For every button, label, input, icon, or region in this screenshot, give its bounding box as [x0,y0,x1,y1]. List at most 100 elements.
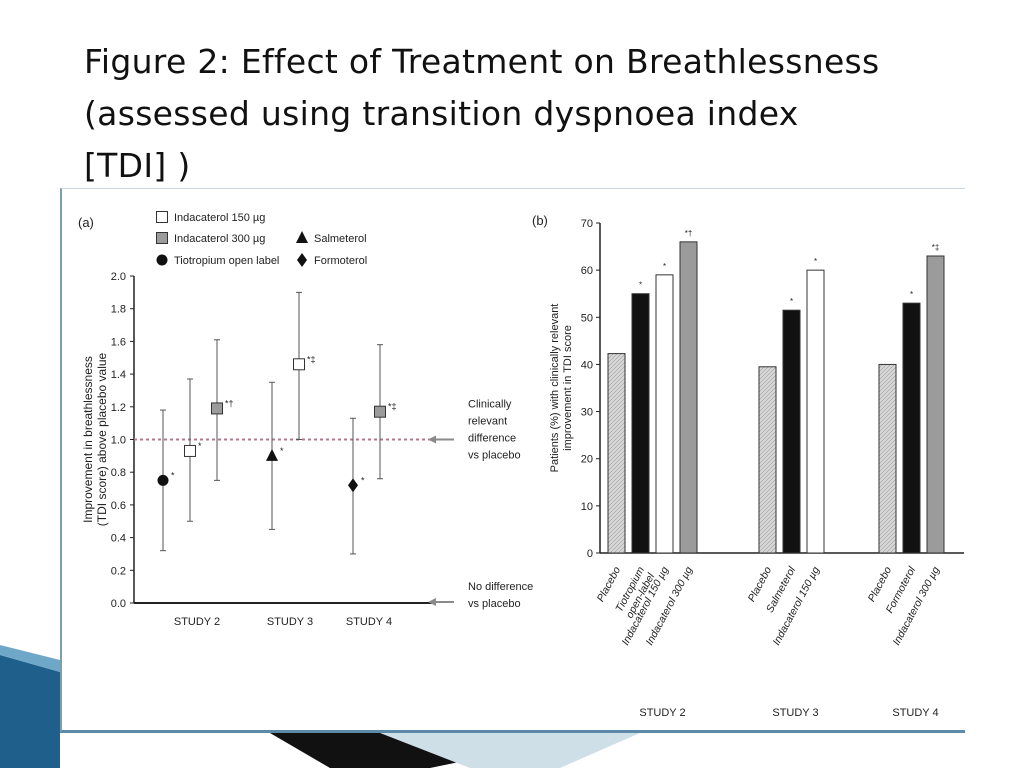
point-annotation: *‡ [307,354,316,364]
reference-label: difference [468,433,516,445]
y-tick-label-a: 1.0 [111,435,126,447]
legend-a: Indacaterol 150 µg Indacaterol 300 µg Salm… [156,211,367,267]
point-annotation: * [171,470,175,480]
deco-left-wave-light [0,645,60,672]
bar [679,241,698,554]
panel-a: (a) Indacaterol 150 µg Indacaterol 300 µg… [78,211,534,628]
marks-a: * * *† * *‡ * *‡ [157,291,397,555]
panel-a-label: (a) [78,215,94,230]
bar [806,269,825,554]
panel-b: (b) 70 60 50 40 30 20 10 0 Placebo*Tiotropiumop… [532,213,964,719]
panel-b-label: (b) [532,213,548,228]
legend-marker [297,253,307,267]
title-line-1: Figure 2: Effect of Treatment on Breathl… [84,42,880,81]
y-tick-label-a: 1.6 [111,336,126,348]
marks-b: Placebo*Tiotropiumopen-label*Indacaterol… [595,229,945,719]
data-point-triangle: * [266,381,284,530]
bar-annotation: * [663,262,666,271]
x-category-label-a: STUDY 2 [174,616,220,628]
legend-marker [156,232,168,244]
y-tick-label-b: 70 [581,218,593,230]
figure-svg: (a) Indacaterol 150 µg Indacaterol 300 µg… [78,211,964,719]
point-marker [184,444,196,457]
y-tick-label-b: 20 [581,454,593,466]
legend-label: Indacaterol 150 µg [174,212,265,224]
bar-annotation: * [790,297,793,306]
legend-label: Formoterol [314,255,367,267]
legend-label: Tiotropium open label [174,255,279,267]
deco-left-wave [0,655,60,768]
title-line-3: [TDI] ) [84,146,191,185]
bar-group-study-2: Placebo*Tiotropiumopen-label*Indacaterol… [595,229,698,719]
legend-item-a: Indacaterol 150 µg [156,211,265,224]
bar [758,366,777,554]
bar-annotation: * [910,290,913,299]
y-tick-label-a: 1.4 [111,369,126,381]
legend-item-a: Salmeterol [296,231,367,245]
study-label-b: STUDY 2 [639,707,685,719]
reference-label: No difference [468,581,533,593]
bar [655,274,674,554]
reference-label: relevant [468,416,507,428]
bar [902,302,921,554]
legend-marker [156,211,168,223]
data-point-open-square: *‡ [293,291,316,440]
y-tick-label-a: 2.0 [111,271,126,283]
point-marker [211,402,223,415]
legend-item-a: Tiotropium open label [156,254,279,267]
point-annotation: * [280,446,284,456]
legend-item-a: Indacaterol 300 µg [156,232,265,245]
point-annotation: *‡ [388,402,397,412]
x-category-label-a: STUDY 4 [346,616,392,628]
bar [607,353,626,554]
legend-marker [296,231,308,243]
y-tick-label-b: 60 [581,265,593,277]
y-tick-label-a: 0.0 [111,598,126,610]
y-axis-label-a-line: Improvement in breathlessness [81,356,95,523]
point-marker [266,448,278,461]
reference-arrow-head [428,598,436,606]
deco-bottom-stripe-light [380,733,640,768]
reference-label: vs placebo [468,598,521,610]
point-marker [348,478,358,493]
bar [926,255,945,554]
slide-title: Figure 2: Effect of Treatment on Breathl… [84,36,984,192]
point-marker [374,405,386,418]
legend-label: Salmeterol [314,233,367,245]
bar [782,309,801,554]
legend-label: Indacaterol 300 µg [174,233,265,245]
y-tick-label-a: 1.2 [111,402,126,414]
study-label-b: STUDY 4 [892,707,938,719]
y-axis-label-a: Improvement in breathlessness(TDI score)… [81,352,109,526]
title-line-2: (assessed using transition dyspnoea inde… [84,94,799,133]
y-axis-label-b-line: improvement in TDI score [562,325,574,451]
figure-panel: (a) Indacaterol 150 µg Indacaterol 300 µg… [60,188,965,733]
bar-annotation: *† [685,229,693,238]
x-category-label-a: STUDY 3 [267,616,313,628]
bar-annotation: * [814,257,817,266]
data-point-circle: * [157,409,175,552]
bar-annotation: * [639,281,642,290]
y-tick-label-b: 40 [581,359,593,371]
reference-arrow-head [428,435,436,444]
legend-item-a: Formoterol [297,253,367,267]
bar-annotation: *‡ [932,243,940,252]
bar [631,293,650,554]
data-point-diamond: * [348,417,365,555]
y-tick-label-b: 10 [581,501,593,513]
point-annotation: * [198,441,202,451]
y-axis-label-b-line: Patients (%) with clinically relevant [549,304,561,473]
legend-marker [156,254,168,266]
y-tick-label-b: 0 [587,548,593,560]
point-marker [157,474,169,486]
y-tick-label-a: 1.8 [111,304,126,316]
point-annotation: * [361,475,365,485]
axis-a: 2.0 1.8 1.6 1.4 1.2 1.0 0.8 0.6 0.4 0.2 0.0 Clinica… [111,271,534,628]
y-tick-label-a: 0.6 [111,500,126,512]
reference-label: vs placebo [468,450,521,462]
point-marker [293,358,305,371]
study-label-b: STUDY 3 [772,707,818,719]
bar-group-study-4: Placebo*Formoterol*‡Indacaterol 300 µgST… [866,243,945,719]
data-point-open-square: * [184,378,202,522]
y-tick-label-a: 0.2 [111,565,126,577]
